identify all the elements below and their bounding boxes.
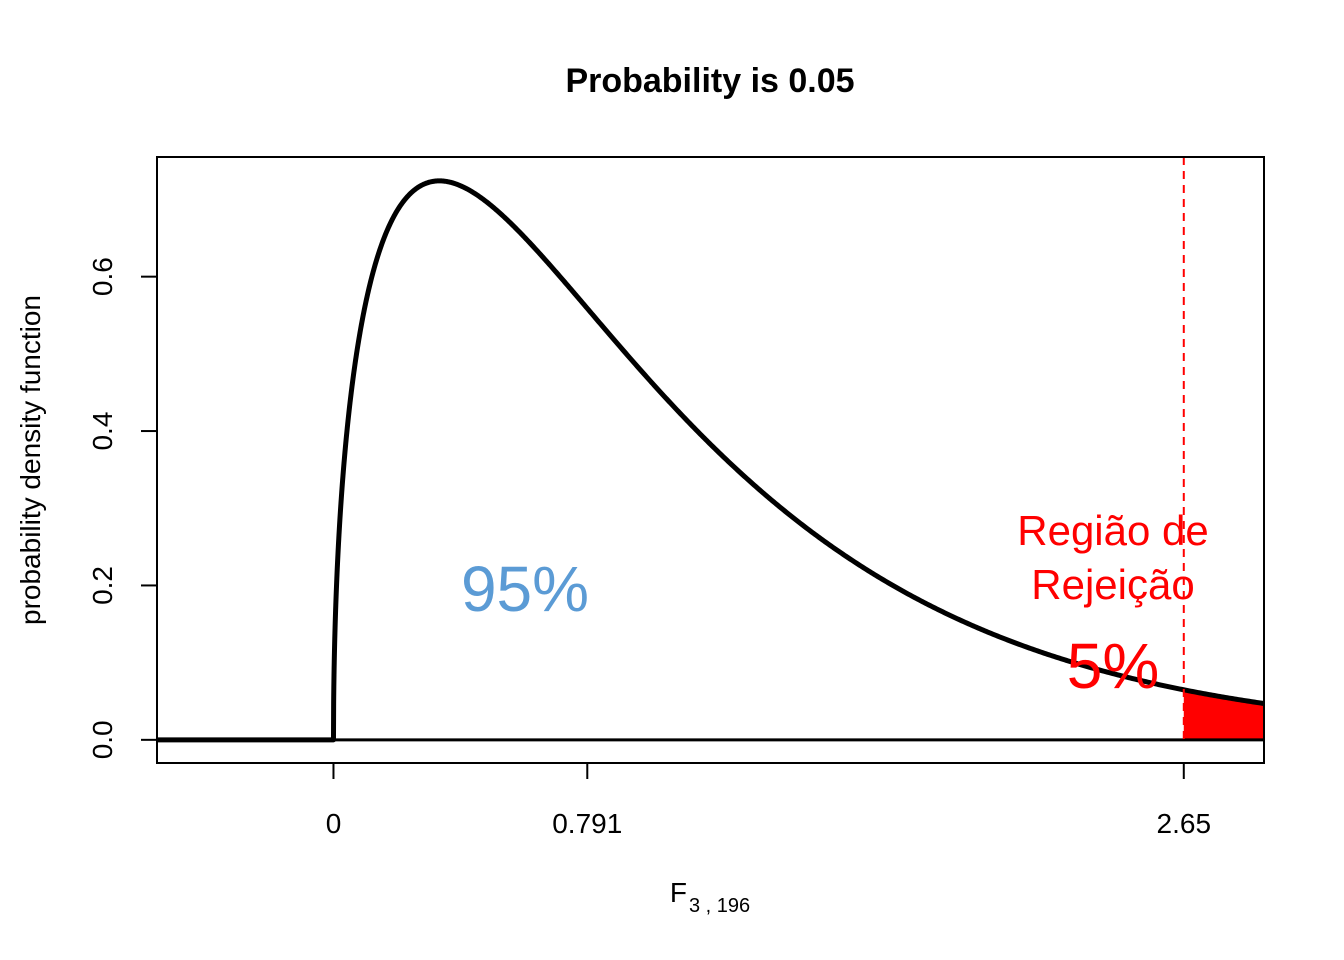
reject-region-label-line2: Rejeição [1031, 561, 1194, 608]
y-tick-label: 0.4 [87, 412, 118, 451]
y-tick-label: 0.0 [87, 720, 118, 759]
x-tick-label: 0 [326, 808, 342, 839]
reject-percent-label: 5% [1067, 630, 1160, 702]
x-tick-label: 2.65 [1157, 808, 1212, 839]
plot-area [157, 157, 1265, 743]
accept-percent-label: 95% [461, 553, 589, 625]
y-tick-label: 0.6 [87, 257, 118, 296]
y-axis: 0.0 0.2 0.4 0.6 [87, 257, 157, 759]
reject-region-label-line1: Região de [1017, 507, 1208, 554]
plot-frame [156, 156, 1265, 764]
x-axis-label-main: F [670, 877, 687, 908]
y-tick-label: 0.2 [87, 566, 118, 605]
x-axis: 0 0.791 2.65 [326, 763, 1211, 839]
x-axis-label-sub: 3 , 196 [689, 895, 750, 917]
x-tick-label: 0.791 [552, 808, 622, 839]
y-axis-label: probability density function [15, 295, 46, 625]
density-curve [157, 178, 1265, 743]
chart-title: Probability is 0.05 [565, 62, 854, 100]
